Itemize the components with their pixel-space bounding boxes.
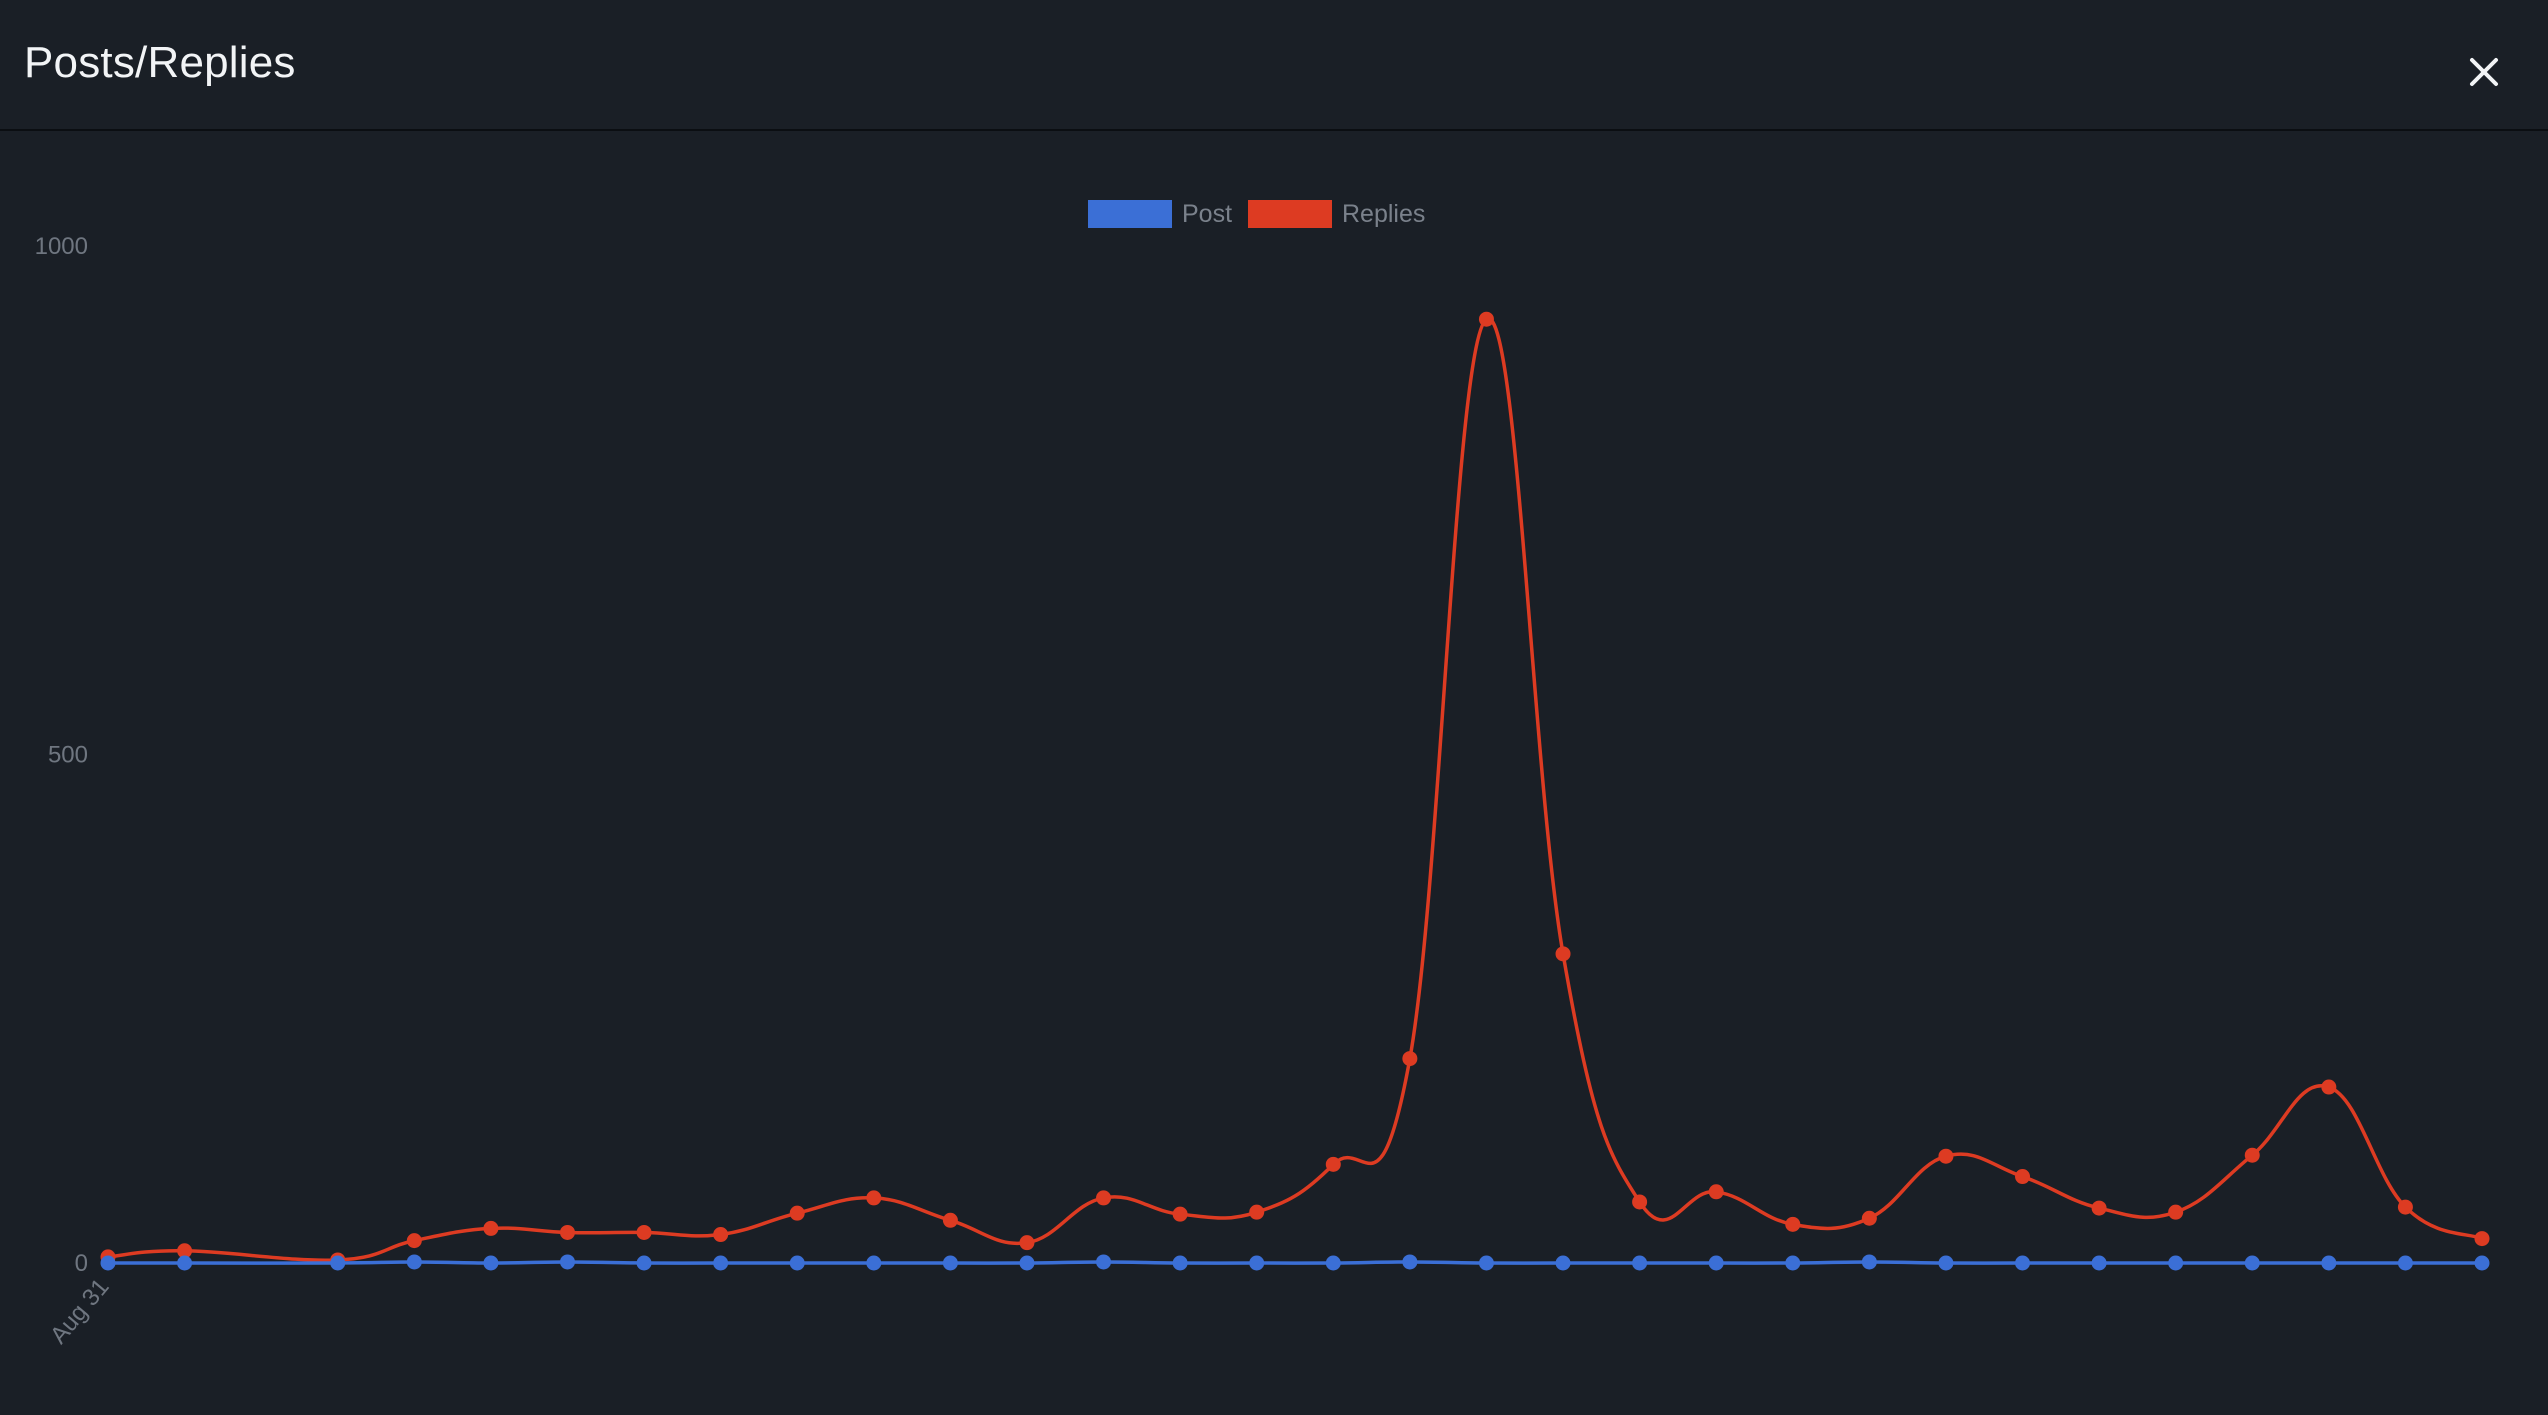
data-point-replies [2244,1147,2260,1163]
data-point-post [636,1255,652,1271]
page-title: Posts/Replies [24,38,296,87]
data-point-post [2015,1255,2031,1271]
data-point-replies [559,1224,575,1240]
data-point-replies [177,1243,193,1259]
data-point-replies [713,1227,729,1243]
data-point-post [1096,1254,1112,1270]
data-point-replies [1478,311,1494,327]
y-tick-label: 1000 [35,233,88,260]
data-point-replies [1096,1190,1112,1206]
data-point-post [1249,1255,1265,1271]
data-point-replies [1325,1156,1341,1172]
chart-container: 0 500 1000 Aug 31 Post Replies [0,133,2548,1410]
data-point-post [483,1255,499,1271]
modal-header: Posts/Replies [0,0,2548,131]
series-post [100,1254,2490,1271]
data-point-post [406,1254,422,1270]
data-point-post [1938,1255,1954,1271]
data-point-post [1402,1254,1418,1270]
data-point-post [2091,1255,2107,1271]
data-point-post [1019,1255,1035,1271]
data-point-post [1861,1254,1877,1270]
data-point-replies [636,1224,652,1240]
data-point-replies [789,1205,805,1221]
legend-item-post: Post [1088,200,1232,228]
data-point-post [177,1255,193,1271]
data-point-replies [1938,1148,1954,1164]
data-point-replies [2091,1200,2107,1216]
data-point-post [2474,1255,2490,1271]
data-point-replies [483,1220,499,1236]
data-point-replies [2015,1169,2031,1185]
data-point-post [2397,1255,2413,1271]
data-point-replies [2474,1231,2490,1247]
data-point-post [2244,1255,2260,1271]
data-point-post [1708,1255,1724,1271]
series-line-replies [107,317,2483,1262]
data-point-replies [1172,1206,1188,1222]
data-point-post [559,1254,575,1270]
data-point-replies [1249,1204,1265,1220]
data-point-post [2321,1255,2337,1271]
x-tick-label: Aug 31 [45,1274,115,1350]
data-point-replies [942,1212,958,1228]
close-icon [2470,58,2498,86]
data-point-post [1172,1255,1188,1271]
data-point-post [100,1255,116,1271]
data-point-replies [1402,1051,1418,1067]
data-point-post [1478,1255,1494,1271]
data-point-replies [406,1233,422,1249]
data-point-post [789,1255,805,1271]
data-point-post [1555,1255,1571,1271]
data-point-post [866,1255,882,1271]
series-replies [100,311,2490,1268]
legend-swatch-replies [1248,200,1332,228]
data-point-replies [2321,1079,2337,1095]
data-point-replies [866,1190,882,1206]
data-point-replies [1708,1184,1724,1200]
data-point-replies [2397,1199,2413,1215]
series-line-post [107,1260,2482,1265]
data-point-post [2168,1255,2184,1271]
legend-item-replies: Replies [1248,200,1425,228]
data-point-replies [1019,1235,1035,1251]
data-point-post [1785,1255,1801,1271]
data-point-post [942,1255,958,1271]
data-point-replies [2168,1204,2184,1220]
data-point-replies [1861,1210,1877,1226]
legend-label-post: Post [1182,200,1232,228]
data-point-replies [1785,1216,1801,1232]
legend-label-replies: Replies [1342,200,1425,228]
data-point-replies [1555,946,1571,962]
line-chart: 0 500 1000 Aug 31 Post Replies [35,200,2490,1350]
data-point-post [1325,1255,1341,1271]
data-point-post [1632,1255,1648,1271]
y-tick-label: 0 [75,1250,88,1277]
y-tick-label: 500 [48,742,88,769]
data-point-post [713,1255,729,1271]
data-point-replies [1632,1194,1648,1210]
legend-swatch-post [1088,200,1172,228]
data-point-post [330,1255,346,1271]
close-button[interactable] [2462,50,2506,94]
